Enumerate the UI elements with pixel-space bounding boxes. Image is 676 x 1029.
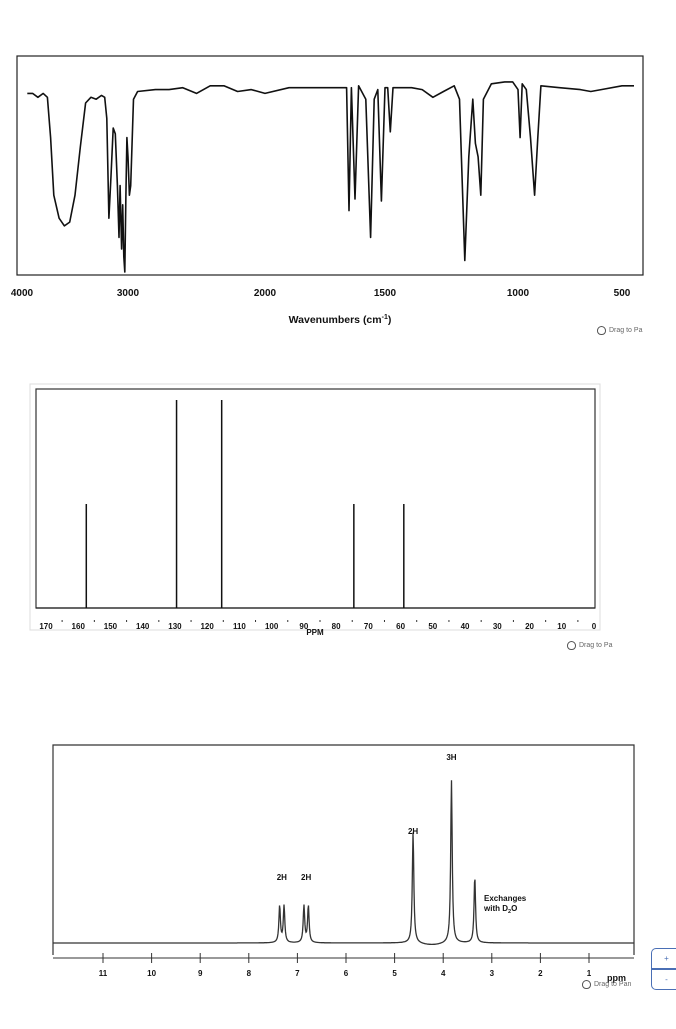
c13-tick-label: 140 [136, 622, 150, 631]
h1-tick-label: 8 [247, 969, 252, 978]
c13-tick-label: 10 [557, 622, 566, 631]
c13-tick-label: 150 [104, 622, 118, 631]
c13-tick-label: 70 [364, 622, 373, 631]
h1-drag-to-pan-hint[interactable]: Drag to Pan [582, 980, 652, 989]
c13-tick-label: 60 [396, 622, 405, 631]
c13-tick-label: 20 [525, 622, 534, 631]
zoom-out-icon: - [665, 975, 668, 984]
ir-spectrum-panel[interactable]: 4000 3000 2000 1500 1000 500 Wavenumbers (cm-… [0, 0, 676, 350]
h1-plot-frame [52, 744, 635, 955]
zoom-in-button[interactable]: + [652, 949, 676, 968]
c13-x-axis-label: PPM [306, 628, 324, 637]
h1-integration-labels: 2H 2H 2H 3H [277, 753, 457, 882]
h1-integration-label: 2H [301, 873, 311, 882]
h1-tick-label: 5 [392, 969, 397, 978]
ir-x-axis-ticks: 4000 3000 2000 1500 1000 500 [11, 288, 631, 299]
c13-nmr-chart[interactable]: 170 160 150 140 130 120 110 100 90 80 70 60 50 40 30 20… [0, 370, 676, 670]
ir-tick-label: 1000 [507, 288, 530, 299]
ir-plot-frame [16, 55, 644, 276]
ir-drag-to-pan-hint[interactable]: Drag to Pa [597, 326, 676, 335]
h1-integration-label: 3H [446, 753, 456, 762]
h1-tick-label: 10 [147, 969, 156, 978]
hand-icon [567, 641, 576, 650]
h1-tick-label: 2 [538, 969, 543, 978]
drag-hint-text: Drag to Pa [579, 642, 613, 649]
h1-tick-label: 4 [441, 969, 446, 978]
ir-tick-label: 1500 [374, 288, 397, 299]
c13-tick-label: 170 [39, 622, 53, 631]
h1-integration-label: 2H [408, 827, 418, 836]
h1-tick-label: 7 [295, 969, 300, 978]
zoom-out-button[interactable]: - [652, 970, 676, 989]
ir-spectrum-chart[interactable]: 4000 3000 2000 1500 1000 500 Wavenumbers (cm-… [0, 0, 676, 350]
h1-tick-label: 3 [490, 969, 495, 978]
h1-tick-label: 11 [99, 969, 108, 978]
h1-integration-label: 2H [277, 873, 287, 882]
c13-tick-label: 0 [592, 622, 597, 631]
ir-tick-label: 3000 [117, 288, 140, 299]
hand-icon [582, 980, 591, 989]
h1-nmr-panel[interactable]: 11 10 9 8 7 6 5 4 3 2 1 2H 2H 2H 3H Exchanges with D2… [0, 730, 676, 1024]
c13-tick-label: 100 [265, 622, 279, 631]
ir-spectrum-trace [27, 81, 634, 273]
h1-x-axis-label: ppm [607, 973, 626, 983]
ir-x-axis-label: Wavenumbers (cm-1) [289, 314, 392, 326]
drag-hint-text: Drag to Pan [594, 981, 632, 988]
zoom-separator [652, 968, 676, 970]
c13-tick-label: 30 [493, 622, 502, 631]
c13-tick-label: 120 [200, 622, 214, 631]
c13-plot-frame [35, 388, 596, 609]
ir-tick-label: 500 [614, 288, 631, 299]
h1-x-axis-ticks: 11 10 9 8 7 6 5 4 3 2 1 [99, 953, 592, 978]
h1-tick-label: 9 [198, 969, 203, 978]
ir-tick-label: 2000 [254, 288, 277, 299]
h1-tick-label: 6 [344, 969, 349, 978]
c13-tick-label: 110 [233, 622, 246, 631]
c13-tick-label: 80 [332, 622, 341, 631]
c13-tick-label: 90 [299, 622, 308, 631]
c13-tick-label: 160 [72, 622, 86, 631]
h1-exchange-label-line1: Exchanges [484, 894, 527, 903]
c13-peaks [85, 400, 405, 608]
h1-exchange-label-line2: with D2O [483, 904, 517, 915]
h1-nmr-chart[interactable]: 11 10 9 8 7 6 5 4 3 2 1 2H 2H 2H 3H Exchanges with D2… [0, 730, 676, 1024]
c13-drag-to-pan-hint[interactable]: Drag to Pa [567, 641, 676, 650]
h1-tick-label: 1 [587, 969, 592, 978]
ir-tick-label: 4000 [11, 288, 34, 299]
drag-hint-text: Drag to Pa [609, 327, 643, 334]
hand-icon [597, 326, 606, 335]
c13-tick-label: 130 [168, 622, 182, 631]
c13-tick-label: 40 [461, 622, 470, 631]
c13-nmr-panel[interactable]: 170 160 150 140 130 120 110 100 90 80 70 60 50 40 30 20… [0, 370, 676, 670]
h1-spectrum-trace [53, 780, 634, 946]
zoom-in-icon: + [664, 954, 669, 963]
zoom-control: + - [651, 948, 676, 990]
c13-tick-label: 50 [428, 622, 437, 631]
c13-x-axis-ticks: 170 160 150 140 130 120 110 100 90 80 70 60 50 40 30 20… [39, 620, 597, 631]
c13-outer-frame [29, 383, 601, 631]
